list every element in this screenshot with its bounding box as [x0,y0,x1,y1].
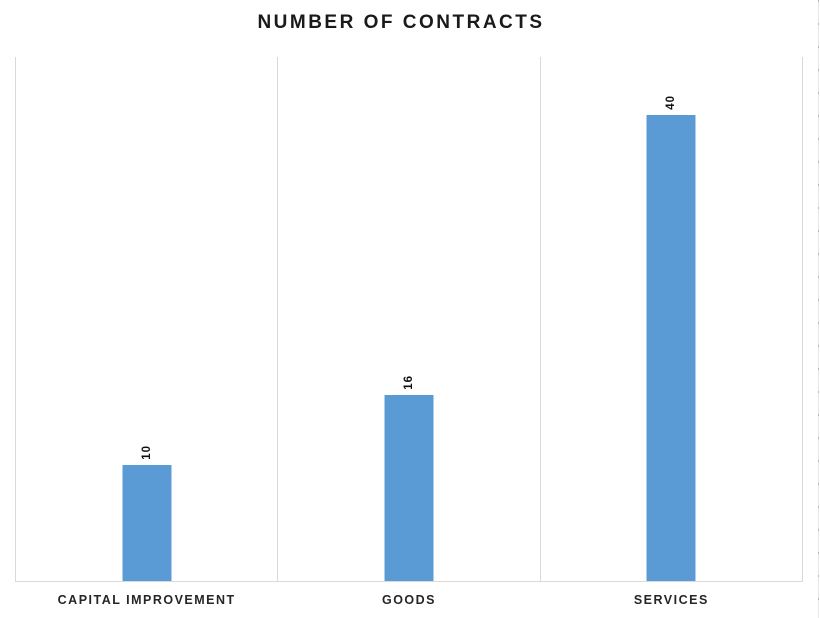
category-cell: 10 CAPITAL IMPROVEMENT [16,57,279,607]
data-label: 40 [665,95,678,111]
bar-services [646,115,696,581]
category-cell: 16 GOODS [278,57,541,607]
worksheet-edge-dotted-line [818,0,819,618]
data-label: 16 [402,374,415,390]
chart-title: NUMBER OF CONTRACTS [257,12,545,33]
plot-area: 10 CAPITAL IMPROVEMENT 16 GOODS 40 SERVI… [15,57,803,607]
x-axis-category-label: GOODS [381,593,437,607]
category-cell: 40 SERVICES [541,57,803,607]
bar-goods [384,394,434,581]
bar-capital-improvement [122,464,172,581]
x-axis-category-label: SERVICES [633,593,709,607]
x-axis-category-label: CAPITAL IMPROVEMENT [57,593,236,607]
data-label: 10 [140,444,153,460]
